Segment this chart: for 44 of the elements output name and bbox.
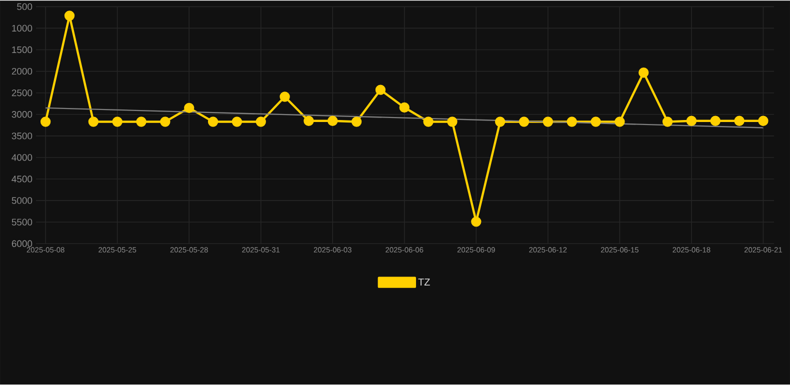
point [471, 216, 482, 227]
point [40, 116, 51, 127]
y-tick-label: 4000 [12, 154, 32, 162]
y-tick-label: 5000 [12, 197, 32, 204]
y-tick-label: 500 [17, 3, 32, 10]
point [518, 116, 530, 127]
point [160, 116, 170, 127]
y-tick-label: 1000 [12, 25, 32, 32]
point [208, 116, 218, 127]
point [375, 84, 386, 96]
point [232, 116, 242, 127]
y-tick-label: 3000 [12, 111, 32, 118]
point [542, 116, 554, 127]
point [638, 68, 649, 78]
point [280, 92, 290, 102]
point [662, 116, 673, 127]
y-tick-label: 1500 [12, 46, 32, 54]
y-tick-label: 4500 [12, 176, 32, 183]
point [136, 116, 146, 127]
point [495, 116, 506, 127]
point [447, 116, 458, 127]
legend-label: TZ [418, 278, 430, 286]
point [64, 10, 75, 21]
point [566, 116, 577, 127]
point [399, 102, 410, 113]
point [423, 116, 434, 127]
point [614, 116, 625, 127]
y-tick-label: 2000 [12, 68, 32, 75]
point [590, 116, 601, 127]
point [184, 103, 194, 114]
y-tick-label: 6000 [12, 240, 32, 248]
point [88, 116, 99, 127]
point [112, 116, 122, 127]
point [304, 116, 314, 126]
y-tick-label: 2500 [12, 90, 32, 96]
point [328, 116, 338, 126]
point [351, 116, 362, 127]
point [710, 116, 720, 126]
point [734, 116, 744, 126]
point [256, 116, 266, 127]
point [758, 116, 768, 126]
y-tick-label: 5500 [12, 218, 32, 226]
y-tick-label: 3500 [12, 132, 32, 140]
point [686, 116, 697, 126]
